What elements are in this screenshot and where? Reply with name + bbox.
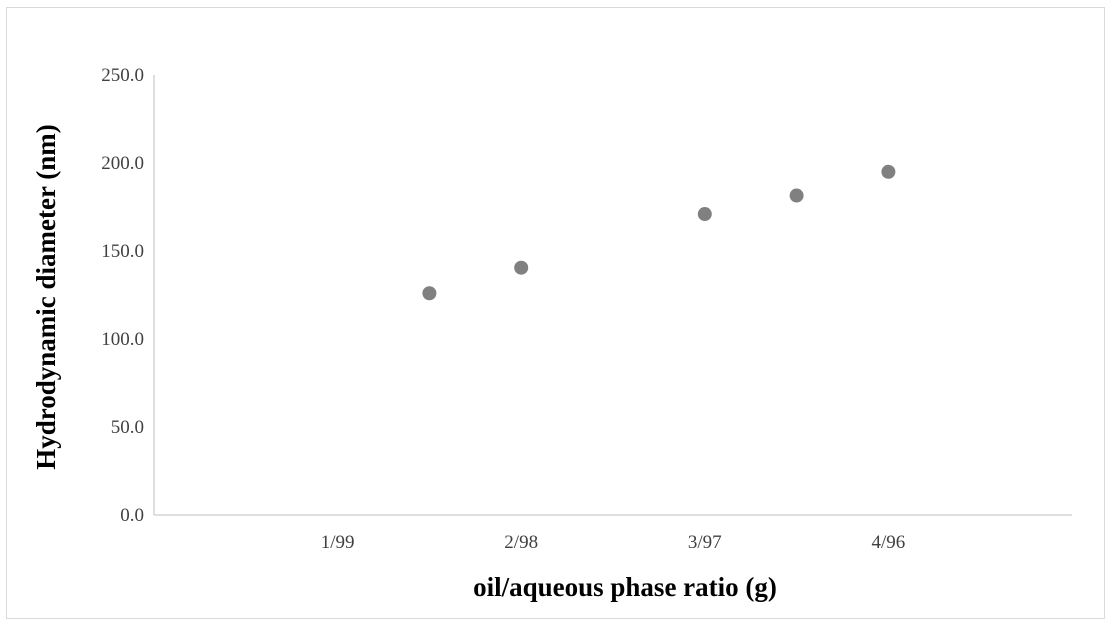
y-axis-title: Hydrodynamic diameter (nm) — [31, 124, 61, 469]
y-tick-label: 50.0 — [111, 417, 144, 438]
data-point — [789, 188, 804, 203]
data-point — [422, 286, 437, 301]
x-axis-title: oil/aqueous phase ratio (g) — [473, 572, 777, 602]
y-tick-label: 250.0 — [101, 65, 144, 86]
x-tick-label: 1/99 — [321, 532, 355, 553]
y-tick-label: 0.0 — [120, 505, 144, 526]
x-tick-label: 3/97 — [688, 532, 722, 553]
data-points — [422, 164, 896, 301]
data-point — [881, 164, 896, 179]
data-point — [697, 207, 712, 222]
y-tick-labels: 0.0 50.0 100.0 150.0 200.0 250.0 — [101, 65, 144, 526]
data-point — [514, 260, 529, 275]
y-tick-label: 200.0 — [101, 153, 144, 174]
x-tick-label: 4/96 — [872, 532, 906, 553]
y-tick-label: 150.0 — [101, 241, 144, 262]
chart-frame — [6, 7, 1105, 619]
y-tick-label: 100.0 — [101, 329, 144, 350]
x-tick-labels: 1/99 2/98 3/97 4/96 — [321, 532, 906, 553]
x-tick-label: 2/98 — [504, 532, 538, 553]
